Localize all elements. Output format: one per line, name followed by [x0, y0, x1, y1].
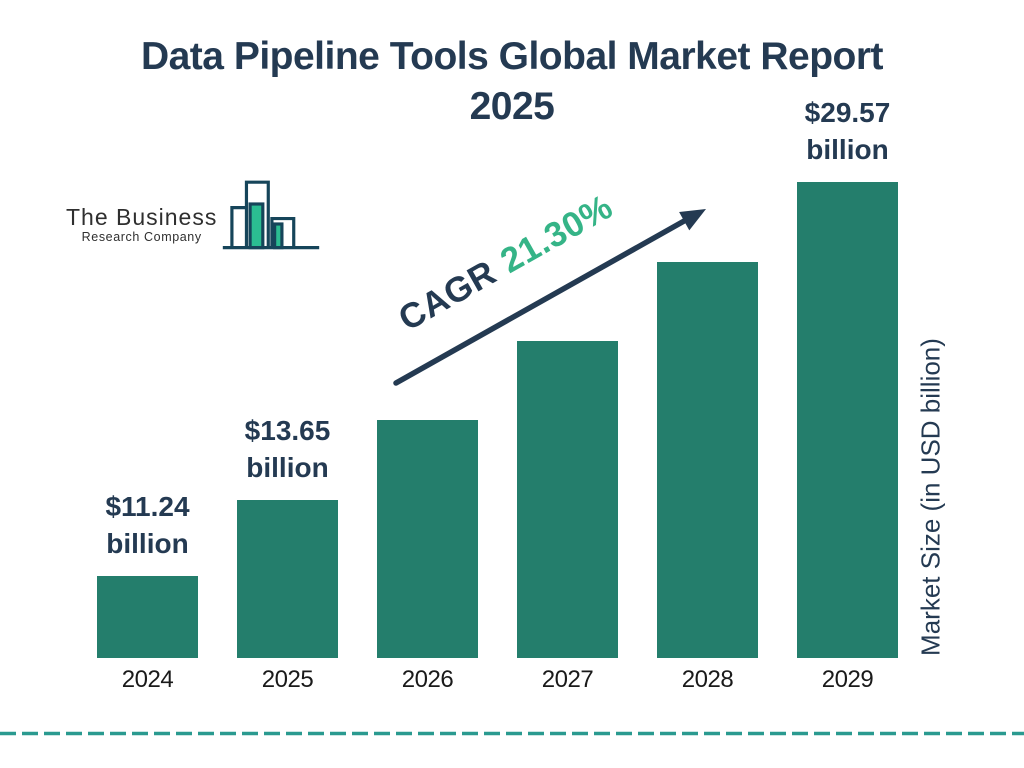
- bar-column-2027: 2027: [517, 341, 618, 694]
- bar-2025: [237, 500, 338, 658]
- logo-subname: Research Company: [81, 230, 202, 244]
- bar-column-2029: $29.57 billion 2029: [797, 95, 898, 694]
- x-tick-2028: 2028: [681, 666, 734, 693]
- bar-chart: $11.24 billion 2024 $13.65 billion 2025 2026 20…: [97, 95, 898, 694]
- x-tick-2027: 2027: [541, 666, 594, 693]
- logo-bar-chart-icon: [223, 180, 320, 250]
- page-title-line2: 2025: [469, 84, 555, 128]
- x-tick-2029: 2029: [821, 666, 874, 693]
- bar-value-label-2029: $29.57 billion: [804, 97, 891, 165]
- bar-2028: [657, 262, 758, 658]
- company-logo-text: The Business Research Company: [66, 203, 218, 258]
- page-title: Data Pipeline Tools Global Market Report…: [0, 32, 1024, 132]
- x-tick-2026: 2026: [401, 666, 454, 693]
- bar-column-2025: $13.65 billion 2025: [237, 413, 338, 694]
- bar-2024: [97, 576, 198, 658]
- bar-value-label-2024: $11.24 billion: [105, 491, 190, 559]
- bar-2026: [377, 420, 478, 658]
- company-logo: The Business Research Company: [66, 172, 321, 258]
- bar-2029: [797, 182, 898, 658]
- logo-name: The Business: [66, 203, 218, 230]
- bar-value-label-2025: $13.65 billion: [244, 415, 331, 483]
- x-tick-2024: 2024: [121, 666, 174, 693]
- bar-column-2026: 2026: [377, 420, 478, 694]
- bar-column-2024: $11.24 billion 2024: [97, 489, 198, 694]
- bar-column-2028: 2028: [657, 262, 758, 694]
- bar-2027: [517, 341, 618, 658]
- page-title-line1: Data Pipeline Tools Global Market Report: [140, 35, 884, 78]
- x-tick-2025: 2025: [261, 666, 314, 693]
- y-axis-label: Market Size (in USD billion): [915, 338, 946, 656]
